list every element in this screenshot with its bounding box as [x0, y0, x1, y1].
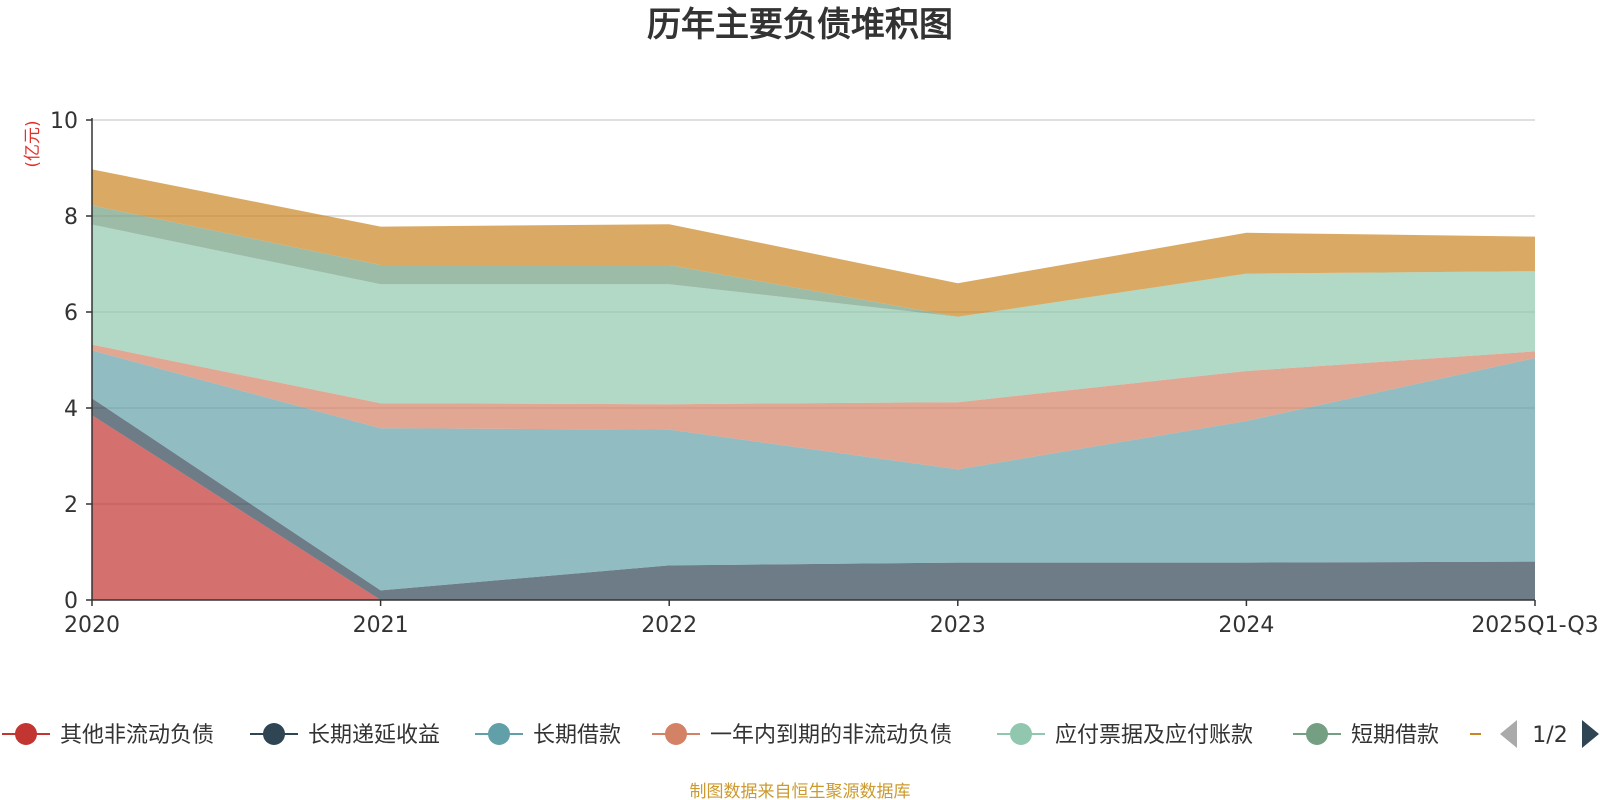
- legend: 其他非流动负债 长期递延收益 长期借款 一年内到期的非流动负债 应付票据及应付账款 短期借…: [2, 720, 1599, 748]
- area-2: [92, 350, 1535, 591]
- y-tick-label: 8: [64, 205, 78, 230]
- legend-prev-page-icon[interactable]: [1500, 720, 1517, 748]
- legend-label: 长期借款: [533, 723, 621, 748]
- legend-marker: [1306, 723, 1328, 745]
- area-series: [92, 169, 1535, 600]
- x-tick-label: 2022: [641, 613, 697, 638]
- data-source-note: 制图数据来自恒生聚源数据库: [690, 782, 911, 800]
- y-tick-label: 6: [64, 301, 78, 326]
- legend-marker: [665, 723, 687, 745]
- area-3: [92, 344, 1535, 470]
- legend-marker: [263, 723, 285, 745]
- y-axis-unit-label: (亿元): [23, 120, 43, 167]
- area-6: [92, 169, 1535, 317]
- x-tick-label: 2020: [64, 613, 120, 638]
- x-tick-label: 2023: [930, 613, 986, 638]
- legend-item-0[interactable]: 其他非流动负债: [2, 723, 214, 748]
- legend-item-3[interactable]: 一年内到期的非流动负债: [652, 723, 952, 748]
- legend-label: 应付票据及应付账款: [1055, 723, 1253, 748]
- area-5: [92, 205, 1535, 317]
- legend-label: 其他非流动负债: [60, 723, 214, 748]
- x-tick-label: 2021: [353, 613, 409, 638]
- y-tick-label: 4: [64, 397, 78, 422]
- legend-item-4[interactable]: 应付票据及应付账款: [997, 723, 1253, 748]
- y-tick-label: 0: [64, 589, 78, 614]
- area-0: [92, 415, 1535, 600]
- legend-item-5[interactable]: 短期借款: [1293, 723, 1439, 748]
- legend-page-indicator: 1/2: [1532, 723, 1567, 748]
- area-4: [92, 224, 1535, 405]
- x-tick-label: 2025Q1-Q3: [1471, 613, 1598, 638]
- axes: 0 2 4 6 8 10 2020 2021 2022 2023 2024 2025Q1-Q3: [50, 109, 1599, 638]
- legend-label: 一年内到期的非流动负债: [710, 723, 952, 748]
- x-tick-label: 2024: [1218, 613, 1274, 638]
- legend-marker: [1010, 723, 1032, 745]
- legend-label: 短期借款: [1351, 723, 1439, 748]
- chart-title: 历年主要负债堆积图: [647, 5, 953, 45]
- legend-item-2[interactable]: 长期借款: [475, 723, 621, 748]
- legend-marker: [488, 723, 510, 745]
- area-1: [92, 398, 1535, 600]
- legend-marker: [15, 723, 37, 745]
- y-tick-label: 2: [64, 493, 78, 518]
- legend-item-1[interactable]: 长期递延收益: [250, 723, 440, 748]
- legend-next-page-icon[interactable]: [1582, 720, 1599, 748]
- legend-label: 长期递延收益: [308, 723, 440, 748]
- y-tick-label: 10: [50, 109, 78, 134]
